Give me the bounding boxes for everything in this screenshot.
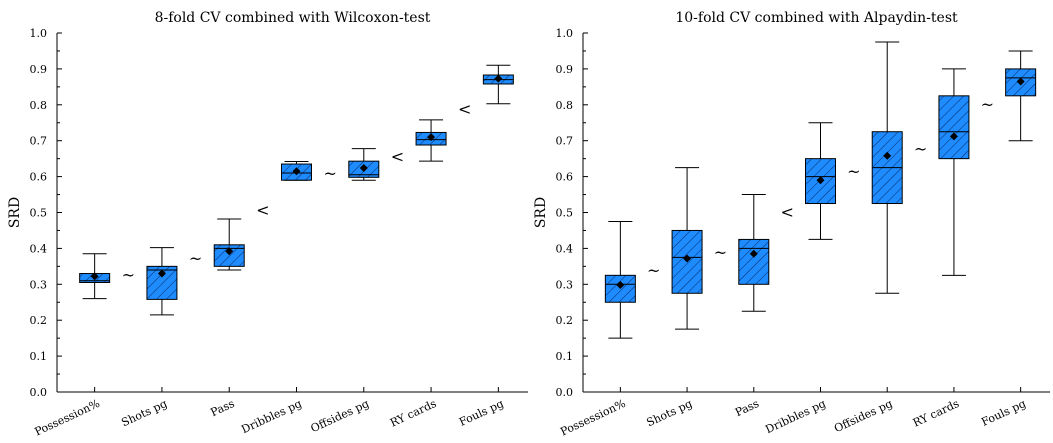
relation-symbol: ~ bbox=[714, 243, 727, 262]
relation-symbol: ~ bbox=[122, 265, 135, 284]
x-tick-label: Pass bbox=[209, 397, 237, 419]
mean-marker bbox=[292, 167, 301, 176]
mean-marker bbox=[1016, 77, 1025, 86]
x-tick-label: Fouls pg bbox=[979, 397, 1028, 429]
y-tick-label: 0.6 bbox=[556, 171, 574, 184]
y-tick-label: 0.6 bbox=[30, 171, 48, 184]
x-tick-label: Possession% bbox=[558, 397, 627, 439]
y-tick-label: 0.2 bbox=[30, 314, 48, 327]
mean-marker bbox=[359, 163, 368, 172]
y-tick-label: 0.5 bbox=[30, 207, 48, 220]
box bbox=[671, 229, 703, 294]
x-tick-label: Dribbles pg bbox=[239, 397, 303, 436]
mean-marker bbox=[157, 269, 166, 278]
relation-symbol: < bbox=[780, 203, 793, 222]
mean-marker bbox=[683, 254, 692, 263]
y-tick-label: 1.0 bbox=[556, 27, 574, 40]
y-tick-label: 0.0 bbox=[30, 386, 48, 399]
box bbox=[938, 95, 970, 160]
relation-symbol: ~ bbox=[189, 249, 202, 268]
y-tick-label: 0.4 bbox=[30, 242, 48, 255]
y-tick-label: 0.1 bbox=[556, 350, 574, 363]
y-tick-label: 0.9 bbox=[556, 63, 574, 76]
mean-marker bbox=[225, 247, 234, 256]
mean-marker bbox=[494, 74, 503, 83]
y-tick-label: 0.1 bbox=[30, 350, 48, 363]
y-axis-label: SRD bbox=[7, 197, 23, 228]
y-tick-label: 0.8 bbox=[30, 99, 48, 112]
x-tick-label: RY cards bbox=[911, 397, 962, 430]
mean-marker bbox=[427, 133, 436, 142]
x-tick-label: Offsides pg bbox=[832, 397, 894, 435]
mean-marker bbox=[749, 249, 758, 258]
box bbox=[604, 274, 636, 303]
relation-symbol: ~ bbox=[323, 164, 336, 183]
mean-marker bbox=[90, 272, 99, 281]
y-tick-label: 0.9 bbox=[30, 63, 48, 76]
box bbox=[738, 238, 770, 285]
relation-symbol: < bbox=[256, 201, 269, 220]
relation-symbol: ~ bbox=[847, 162, 860, 181]
chart-panel-2: 10-fold CV combined with Alpaydin-test 0.… bbox=[533, 10, 1050, 438]
x-tick-label: Shots pg bbox=[119, 397, 169, 429]
mean-marker bbox=[949, 132, 958, 141]
x-tick-label: Dribbles pg bbox=[763, 397, 827, 436]
y-tick-label: 0.2 bbox=[556, 314, 574, 327]
y-tick-label: 0.7 bbox=[556, 135, 574, 148]
chart-panel-1: 8-fold CV combined with Wilcoxon-test 0.0… bbox=[7, 10, 528, 438]
y-tick-label: 0.3 bbox=[556, 278, 574, 291]
relation-symbol: < bbox=[458, 100, 471, 119]
relation-symbol: ~ bbox=[647, 261, 660, 280]
x-tick-label: Pass bbox=[733, 397, 761, 419]
x-tick-label: Possession% bbox=[33, 397, 102, 439]
y-tick-label: 1.0 bbox=[30, 27, 48, 40]
mean-marker bbox=[816, 176, 825, 185]
chart-title: 10-fold CV combined with Alpaydin-test bbox=[675, 10, 958, 26]
relation-symbol: < bbox=[391, 147, 404, 166]
x-tick-label: Fouls pg bbox=[457, 397, 506, 429]
relation-symbol: ~ bbox=[914, 140, 927, 159]
x-tick-label: RY cards bbox=[388, 397, 439, 430]
y-axis-label: SRD bbox=[533, 197, 549, 228]
mean-marker bbox=[616, 281, 625, 290]
y-tick-label: 0.4 bbox=[556, 242, 574, 255]
y-tick-label: 0.0 bbox=[556, 386, 574, 399]
y-tick-label: 0.7 bbox=[30, 135, 48, 148]
x-tick-label: Offsides pg bbox=[309, 397, 371, 435]
y-tick-label: 0.5 bbox=[556, 207, 574, 220]
box bbox=[213, 244, 245, 267]
mean-marker bbox=[883, 151, 892, 160]
relation-symbol: ~ bbox=[981, 95, 994, 114]
x-tick-label: Shots pg bbox=[645, 397, 695, 429]
y-tick-label: 0.8 bbox=[556, 99, 574, 112]
chart-title: 8-fold CV combined with Wilcoxon-test bbox=[155, 10, 431, 26]
y-tick-label: 0.3 bbox=[30, 278, 48, 291]
